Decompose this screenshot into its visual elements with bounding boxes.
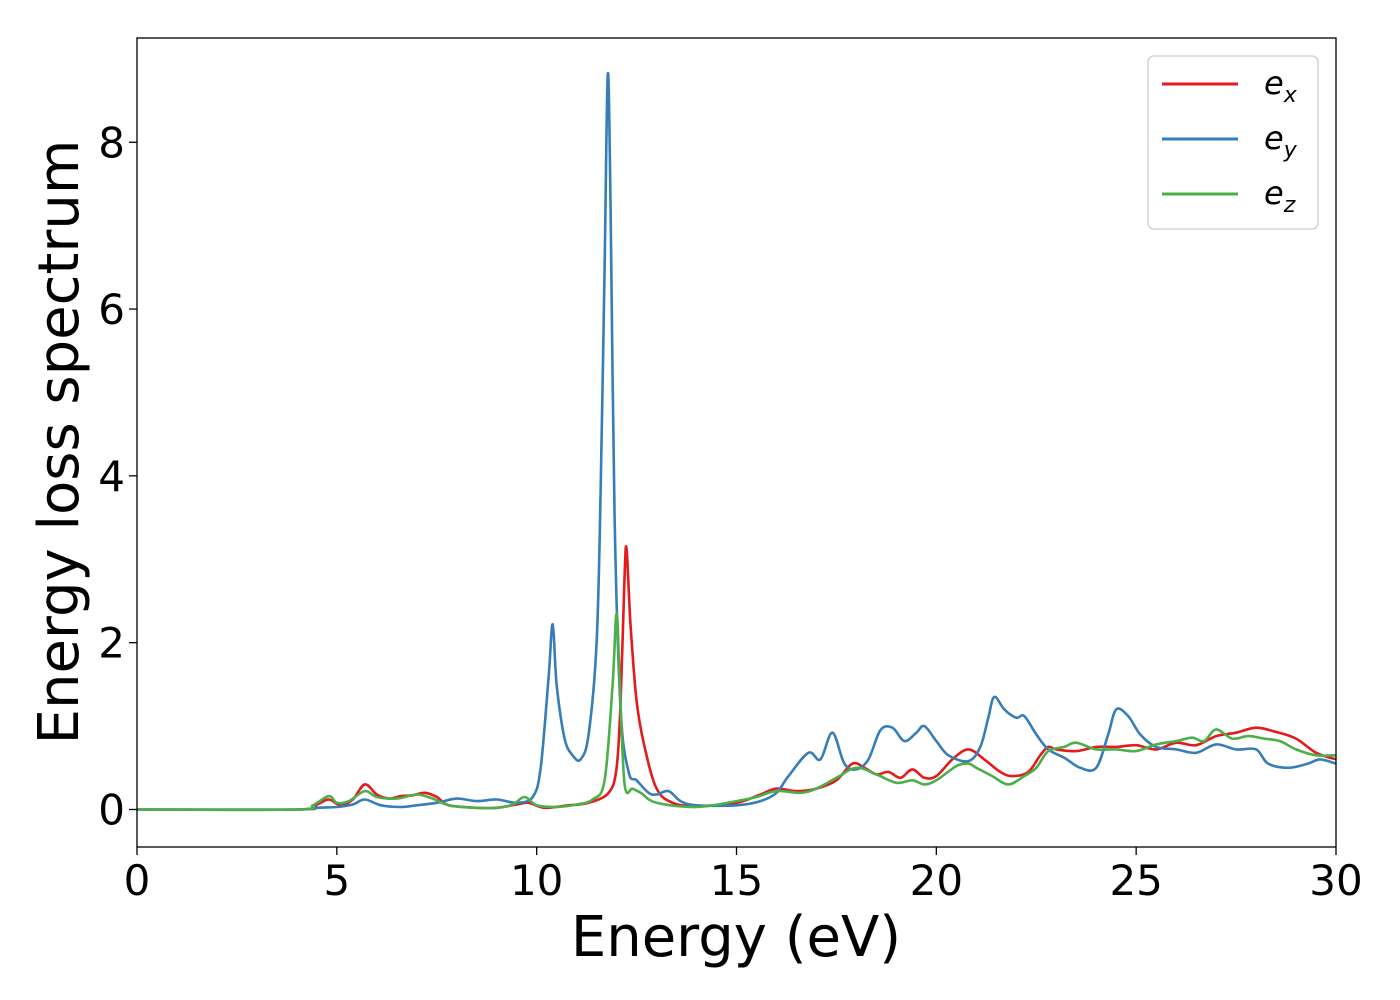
y-tick-label: 0 (98, 785, 125, 834)
x-tick-label: 20 (910, 856, 963, 905)
x-tick-label: 15 (710, 856, 763, 905)
x-tick-label: 0 (124, 856, 151, 905)
x-tick-label: 5 (323, 856, 350, 905)
x-axis-ticks: 0 5 10 15 20 25 30 (124, 847, 1363, 905)
legend-box (1147, 55, 1319, 230)
series-layer (137, 71, 1336, 812)
legend: ex ey ez (1147, 55, 1319, 230)
legend-label-y: ey (1264, 119, 1298, 163)
x-axis-title: Energy (eV) (571, 905, 901, 970)
x-tick-label: 10 (510, 856, 563, 905)
legend-label-x: ex (1264, 64, 1298, 108)
y-tick-label: 8 (98, 118, 125, 167)
series-line-y (137, 71, 1336, 811)
y-tick-label: 2 (98, 619, 125, 668)
x-tick-label: 30 (1309, 856, 1362, 905)
series-line-z (137, 612, 1336, 812)
x-tick-label: 25 (1109, 856, 1162, 905)
legend-label-z: ez (1264, 174, 1296, 218)
y-tick-label: 6 (98, 285, 125, 334)
y-tick-label: 4 (98, 452, 125, 501)
y-axis-title: Energy loss spectrum (27, 140, 92, 745)
y-axis-ticks: 0 2 4 6 8 (98, 118, 137, 834)
